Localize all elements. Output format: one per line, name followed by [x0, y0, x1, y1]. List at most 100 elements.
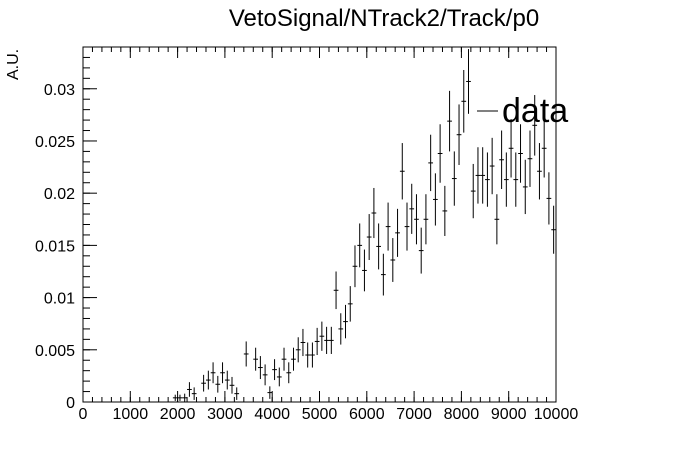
data-point — [428, 134, 434, 192]
data-point — [215, 375, 221, 393]
data-point — [328, 326, 334, 354]
data-point — [262, 364, 268, 386]
data-point — [423, 194, 429, 245]
data-point — [414, 194, 419, 245]
data-point — [357, 223, 363, 268]
y-tick-label: 0.03 — [44, 82, 75, 99]
data-point — [338, 313, 344, 345]
data-point — [376, 223, 381, 270]
data-point — [276, 367, 282, 387]
data-point — [551, 205, 556, 254]
data-point — [300, 328, 306, 357]
x-tick-label: 5000 — [302, 406, 338, 423]
data-point — [295, 337, 301, 363]
legend: data — [477, 92, 568, 130]
data-point — [480, 147, 486, 204]
data-point — [527, 130, 533, 187]
data-point — [371, 187, 377, 239]
data-point — [201, 374, 206, 392]
x-axis: 0 1000 2000 3000 4000 5000 6000 7000 8000 9000 100… — [79, 47, 579, 423]
data-point — [310, 342, 315, 368]
data-series — [172, 49, 556, 402]
data-point — [513, 152, 519, 207]
data-point — [333, 271, 339, 310]
chart-title: VetoSignal/NTrack2/Track/p0 — [229, 5, 539, 32]
data-point — [205, 370, 211, 390]
x-tick-label: 7000 — [396, 406, 432, 423]
data-point — [537, 143, 542, 200]
x-tick-label: 0 — [79, 406, 88, 423]
data-point — [456, 104, 462, 165]
y-tick-label: 0 — [66, 395, 75, 412]
y-tick-label: 0.02 — [44, 186, 75, 203]
data-point — [499, 130, 504, 189]
data-point — [418, 227, 424, 274]
data-point — [399, 143, 405, 200]
data-point — [229, 376, 235, 394]
data-point — [404, 202, 410, 251]
x-tick-label: 10000 — [534, 406, 579, 423]
x-tick-label: 2000 — [160, 406, 196, 423]
data-point — [461, 69, 467, 133]
data-point — [362, 249, 367, 292]
data-point — [187, 382, 192, 397]
x-tick-label: 9000 — [491, 406, 527, 423]
data-point — [343, 304, 348, 339]
y-tick-label: 0.015 — [35, 238, 75, 255]
data-point — [210, 362, 216, 384]
data-point — [258, 356, 263, 380]
data-point — [224, 370, 230, 390]
data-point — [177, 394, 183, 401]
data-point — [503, 152, 509, 207]
data-point — [305, 342, 311, 368]
data-point — [347, 286, 353, 322]
data-point — [291, 347, 296, 371]
data-point — [243, 341, 249, 367]
data-point — [447, 90, 452, 152]
data-point — [281, 347, 287, 371]
data-point — [470, 163, 476, 219]
x-tick-label: 1000 — [113, 406, 149, 423]
data-point — [172, 394, 178, 401]
data-point — [409, 183, 415, 234]
data-point — [466, 49, 471, 114]
data-point — [395, 208, 400, 257]
y-axis: 0 0.005 0.01 0.015 0.02 0.025 0.03 — [35, 46, 97, 412]
data-point — [319, 321, 325, 351]
data-point — [182, 393, 188, 402]
data-point — [272, 359, 277, 381]
data-point — [437, 124, 443, 183]
legend-label: data — [502, 92, 568, 130]
x-tick-label: 4000 — [254, 406, 290, 423]
data-point — [433, 173, 438, 226]
y-tick-label: 0.01 — [44, 291, 75, 308]
data-point — [253, 347, 259, 371]
data-point — [352, 245, 358, 288]
data-point — [541, 119, 547, 178]
data-point — [380, 253, 386, 296]
x-tick-label: 3000 — [207, 406, 243, 423]
data-point — [220, 362, 225, 384]
data-point — [366, 214, 372, 260]
data-point — [324, 326, 329, 354]
data-point — [518, 124, 523, 183]
data-point — [390, 238, 396, 282]
data-point — [234, 387, 240, 400]
x-tick-label: 6000 — [349, 406, 385, 423]
data-point — [489, 137, 495, 195]
y-tick-label: 0.005 — [35, 343, 75, 360]
data-point — [442, 185, 448, 236]
data-point — [475, 147, 481, 204]
data-point — [522, 159, 528, 215]
data-point — [314, 327, 320, 356]
y-tick-label: 0.025 — [35, 134, 75, 151]
x-tick-label: 8000 — [444, 406, 480, 423]
data-point — [532, 95, 538, 156]
data-point — [191, 387, 197, 400]
data-point — [546, 172, 552, 225]
data-point — [485, 152, 490, 207]
data-point — [267, 386, 273, 399]
data-point — [508, 119, 514, 178]
